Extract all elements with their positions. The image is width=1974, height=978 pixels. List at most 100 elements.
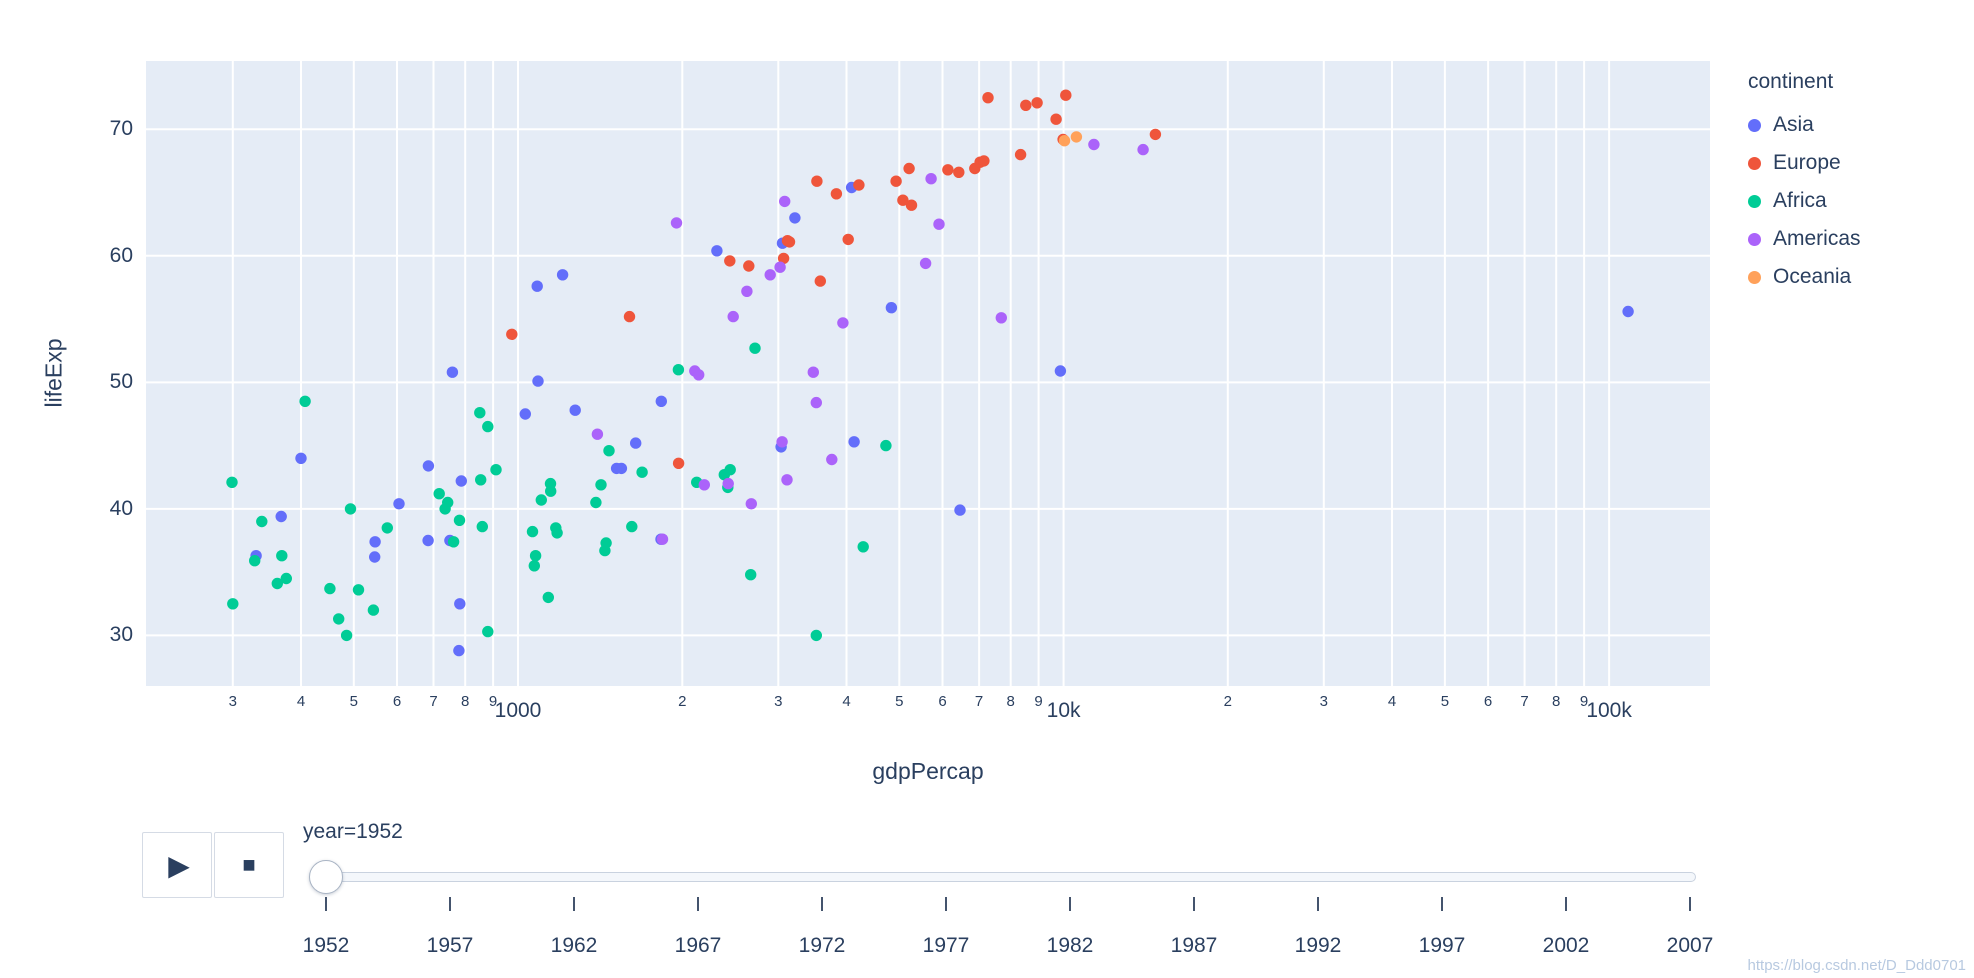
data-point-africa[interactable] bbox=[280, 572, 292, 585]
data-point-europe[interactable] bbox=[905, 199, 918, 211]
data-point-africa[interactable] bbox=[603, 445, 615, 457]
data-point-asia[interactable] bbox=[519, 408, 531, 420]
data-point-asia[interactable] bbox=[655, 395, 667, 407]
data-point-americas[interactable] bbox=[722, 477, 734, 490]
slider-step-1952[interactable]: 1952 bbox=[302, 934, 350, 957]
slider-step-1962[interactable]: 1962 bbox=[550, 934, 598, 957]
data-point-africa[interactable] bbox=[595, 479, 607, 491]
data-point-asia[interactable] bbox=[531, 280, 543, 292]
data-point-europe[interactable] bbox=[853, 179, 865, 191]
data-point-europe[interactable] bbox=[1031, 97, 1043, 109]
slider-step-1977[interactable]: 1977 bbox=[922, 934, 970, 957]
slider-step-1992[interactable]: 1992 bbox=[1294, 934, 1342, 957]
data-point-africa[interactable] bbox=[542, 591, 554, 604]
data-point-europe[interactable] bbox=[811, 175, 823, 187]
data-point-africa[interactable] bbox=[256, 515, 268, 528]
data-point-asia[interactable] bbox=[789, 212, 801, 224]
data-point-africa[interactable] bbox=[324, 582, 336, 595]
data-point-africa[interactable] bbox=[381, 522, 393, 534]
data-point-africa[interactable] bbox=[590, 496, 602, 509]
data-point-oceania[interactable] bbox=[1058, 135, 1071, 147]
data-point-americas[interactable] bbox=[670, 217, 683, 229]
data-point-africa[interactable] bbox=[482, 420, 494, 433]
data-point-americas[interactable] bbox=[1088, 138, 1100, 151]
slider-step-2007[interactable]: 2007 bbox=[1666, 934, 1714, 957]
data-point-africa[interactable] bbox=[528, 560, 540, 572]
data-point-europe[interactable] bbox=[1014, 148, 1027, 161]
data-point-americas[interactable] bbox=[727, 310, 739, 323]
data-point-asia[interactable] bbox=[848, 436, 860, 448]
data-point-asia[interactable] bbox=[885, 302, 898, 314]
slider-step-2002[interactable]: 2002 bbox=[1542, 934, 1590, 957]
data-point-asia[interactable] bbox=[610, 462, 623, 475]
data-point-americas[interactable] bbox=[807, 366, 819, 378]
data-point-asia[interactable] bbox=[454, 598, 466, 610]
data-point-africa[interactable] bbox=[636, 466, 648, 478]
data-point-asia[interactable] bbox=[630, 437, 642, 449]
data-point-africa[interactable] bbox=[227, 598, 239, 610]
data-point-europe[interactable] bbox=[897, 194, 909, 206]
data-point-asia[interactable] bbox=[556, 269, 569, 281]
data-point-americas[interactable] bbox=[779, 195, 791, 208]
data-point-asia[interactable] bbox=[532, 375, 544, 387]
data-point-europe[interactable] bbox=[982, 92, 994, 104]
data-point-africa[interactable] bbox=[526, 525, 539, 538]
data-point-europe[interactable] bbox=[724, 255, 736, 267]
data-point-africa[interactable] bbox=[551, 527, 563, 539]
data-point-africa[interactable] bbox=[535, 494, 547, 506]
data-point-asia[interactable] bbox=[1622, 305, 1634, 318]
data-point-americas[interactable] bbox=[810, 396, 822, 409]
data-point-americas[interactable] bbox=[774, 261, 786, 273]
slider-step-1972[interactable]: 1972 bbox=[798, 934, 846, 957]
data-point-americas[interactable] bbox=[693, 369, 705, 381]
slider-step-1997[interactable]: 1997 bbox=[1418, 934, 1466, 957]
data-point-africa[interactable] bbox=[626, 520, 638, 533]
data-point-asia[interactable] bbox=[1054, 365, 1067, 377]
data-point-europe[interactable] bbox=[942, 164, 954, 176]
data-point-africa[interactable] bbox=[453, 514, 466, 526]
slider-step-1967[interactable]: 1967 bbox=[674, 934, 722, 957]
data-point-europe[interactable] bbox=[903, 162, 915, 175]
data-point-europe[interactable] bbox=[890, 175, 902, 187]
data-point-americas[interactable] bbox=[745, 498, 757, 510]
data-point-europe[interactable] bbox=[978, 155, 990, 167]
data-point-americas[interactable] bbox=[591, 428, 604, 440]
data-point-europe[interactable] bbox=[1020, 99, 1032, 112]
data-point-americas[interactable] bbox=[764, 269, 776, 281]
data-point-africa[interactable] bbox=[299, 395, 311, 407]
data-point-africa[interactable] bbox=[344, 503, 357, 515]
data-point-americas[interactable] bbox=[995, 312, 1007, 324]
data-point-oceania[interactable] bbox=[1070, 131, 1083, 143]
data-point-africa[interactable] bbox=[333, 613, 345, 625]
data-point-africa[interactable] bbox=[476, 520, 488, 533]
legend-item-americas[interactable]: Americas bbox=[1748, 220, 1861, 258]
data-point-americas[interactable] bbox=[925, 173, 937, 185]
data-point-asia[interactable] bbox=[446, 366, 459, 378]
data-point-africa[interactable] bbox=[249, 555, 261, 567]
data-point-asia[interactable] bbox=[369, 536, 381, 548]
data-point-europe[interactable] bbox=[830, 188, 843, 200]
slider-step-1957[interactable]: 1957 bbox=[426, 934, 474, 957]
data-point-asia[interactable] bbox=[569, 404, 581, 416]
data-point-europe[interactable] bbox=[1060, 89, 1072, 101]
data-point-africa[interactable] bbox=[529, 550, 542, 562]
data-point-africa[interactable] bbox=[340, 629, 353, 642]
data-point-asia[interactable] bbox=[453, 644, 465, 657]
slider-step-1987[interactable]: 1987 bbox=[1170, 934, 1218, 957]
data-point-asia[interactable] bbox=[295, 452, 307, 464]
legend-item-asia[interactable]: Asia bbox=[1748, 106, 1861, 144]
data-point-americas[interactable] bbox=[933, 218, 945, 230]
data-point-europe[interactable] bbox=[814, 275, 826, 287]
data-point-africa[interactable] bbox=[474, 407, 486, 419]
data-point-africa[interactable] bbox=[600, 537, 612, 549]
data-point-africa[interactable] bbox=[367, 604, 380, 616]
data-point-europe[interactable] bbox=[783, 236, 796, 248]
legend-item-oceania[interactable]: Oceania bbox=[1748, 258, 1861, 296]
data-point-africa[interactable] bbox=[544, 477, 557, 490]
data-point-africa[interactable] bbox=[475, 474, 487, 486]
data-point-americas[interactable] bbox=[1137, 143, 1149, 156]
data-point-africa[interactable] bbox=[672, 364, 685, 376]
data-point-africa[interactable] bbox=[352, 584, 365, 596]
data-point-europe[interactable] bbox=[1050, 113, 1062, 125]
data-point-asia[interactable] bbox=[275, 510, 287, 523]
